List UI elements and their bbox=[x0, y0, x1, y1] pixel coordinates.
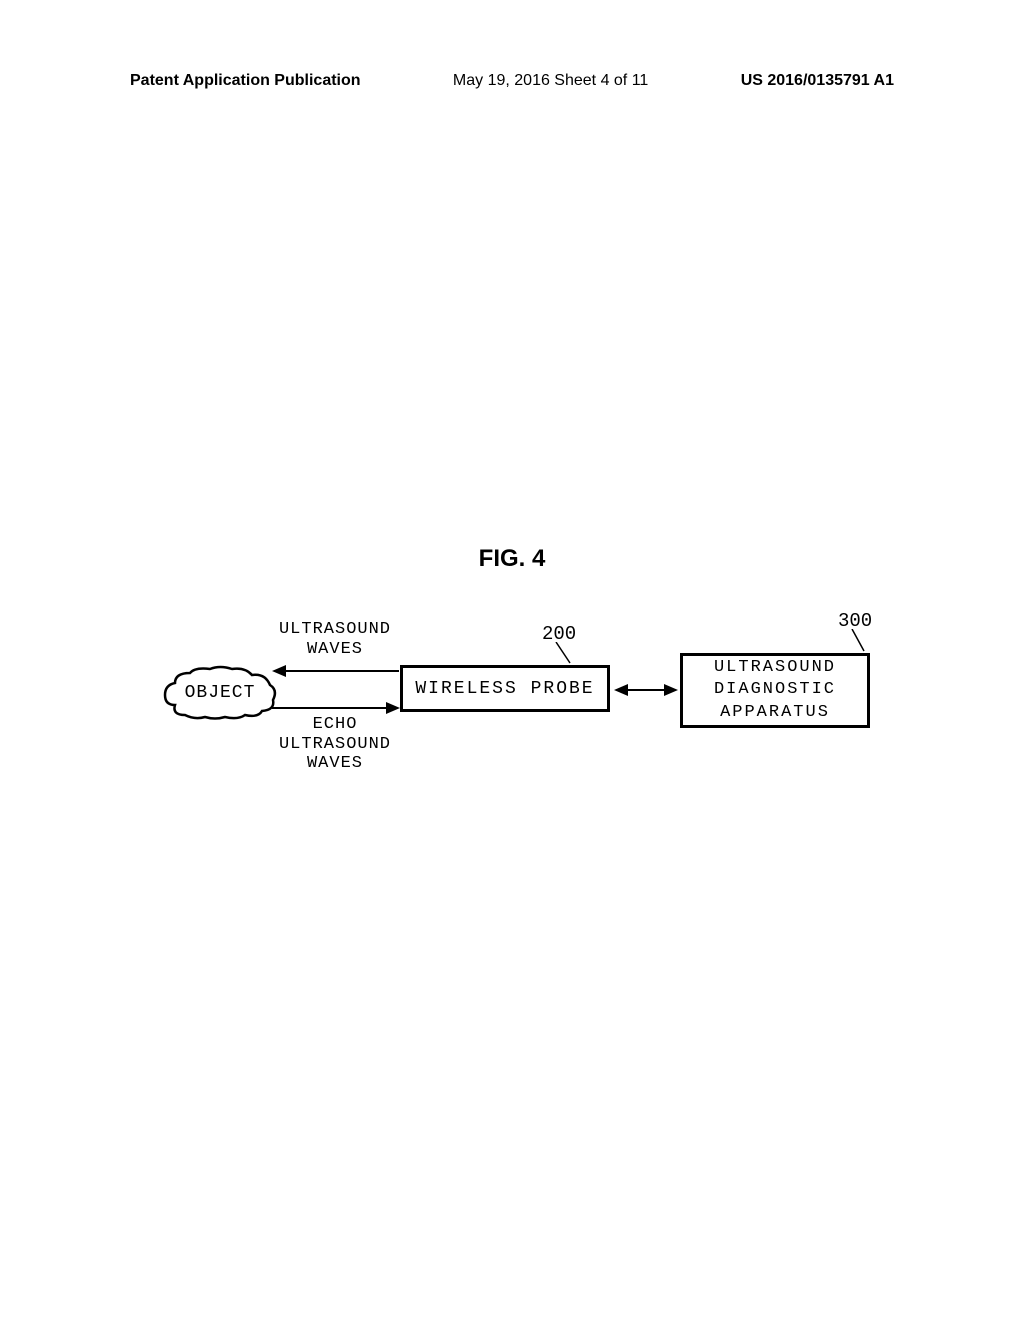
label-line1: ULTRASOUND bbox=[279, 620, 391, 639]
apparatus-line2: DIAGNOSTIC bbox=[714, 680, 836, 699]
arrow-bidirectional bbox=[614, 683, 678, 697]
label-echo-waves: ECHO ULTRASOUND WAVES bbox=[265, 715, 405, 774]
label-line1: ECHO bbox=[313, 715, 358, 734]
label-line2: WAVES bbox=[307, 640, 363, 659]
header-center-text: May 19, 2016 Sheet 4 of 11 bbox=[453, 72, 648, 90]
lead-line-200 bbox=[550, 642, 580, 667]
apparatus-line3: APPARATUS bbox=[720, 703, 830, 722]
label-ultrasound-waves: ULTRASOUND WAVES bbox=[265, 620, 405, 659]
page-header: Patent Application Publication May 19, 2… bbox=[0, 72, 1024, 90]
object-label: OBJECT bbox=[185, 683, 256, 703]
probe-label: WIRELESS PROBE bbox=[415, 679, 594, 699]
apparatus-label: ULTRASOUND DIAGNOSTIC APPARATUS bbox=[714, 657, 836, 723]
apparatus-node: ULTRASOUND DIAGNOSTIC APPARATUS bbox=[680, 653, 870, 728]
apparatus-line1: ULTRASOUND bbox=[714, 658, 836, 677]
probe-node: WIRELESS PROBE bbox=[400, 665, 610, 712]
label-line2: ULTRASOUND bbox=[279, 735, 391, 754]
label-line3: WAVES bbox=[307, 754, 363, 773]
object-node: OBJECT bbox=[160, 665, 280, 720]
header-right-text: US 2016/0135791 A1 bbox=[741, 72, 894, 90]
lead-line-300 bbox=[848, 629, 878, 654]
header-left-text: Patent Application Publication bbox=[130, 72, 361, 90]
arrow-probe-to-object bbox=[272, 665, 402, 677]
block-diagram: 200 300 ULTRASOUND WAVES ECHO ULTRASOUND… bbox=[160, 605, 880, 795]
arrow-object-to-probe bbox=[272, 702, 402, 714]
figure-title: FIG. 4 bbox=[0, 545, 1024, 573]
